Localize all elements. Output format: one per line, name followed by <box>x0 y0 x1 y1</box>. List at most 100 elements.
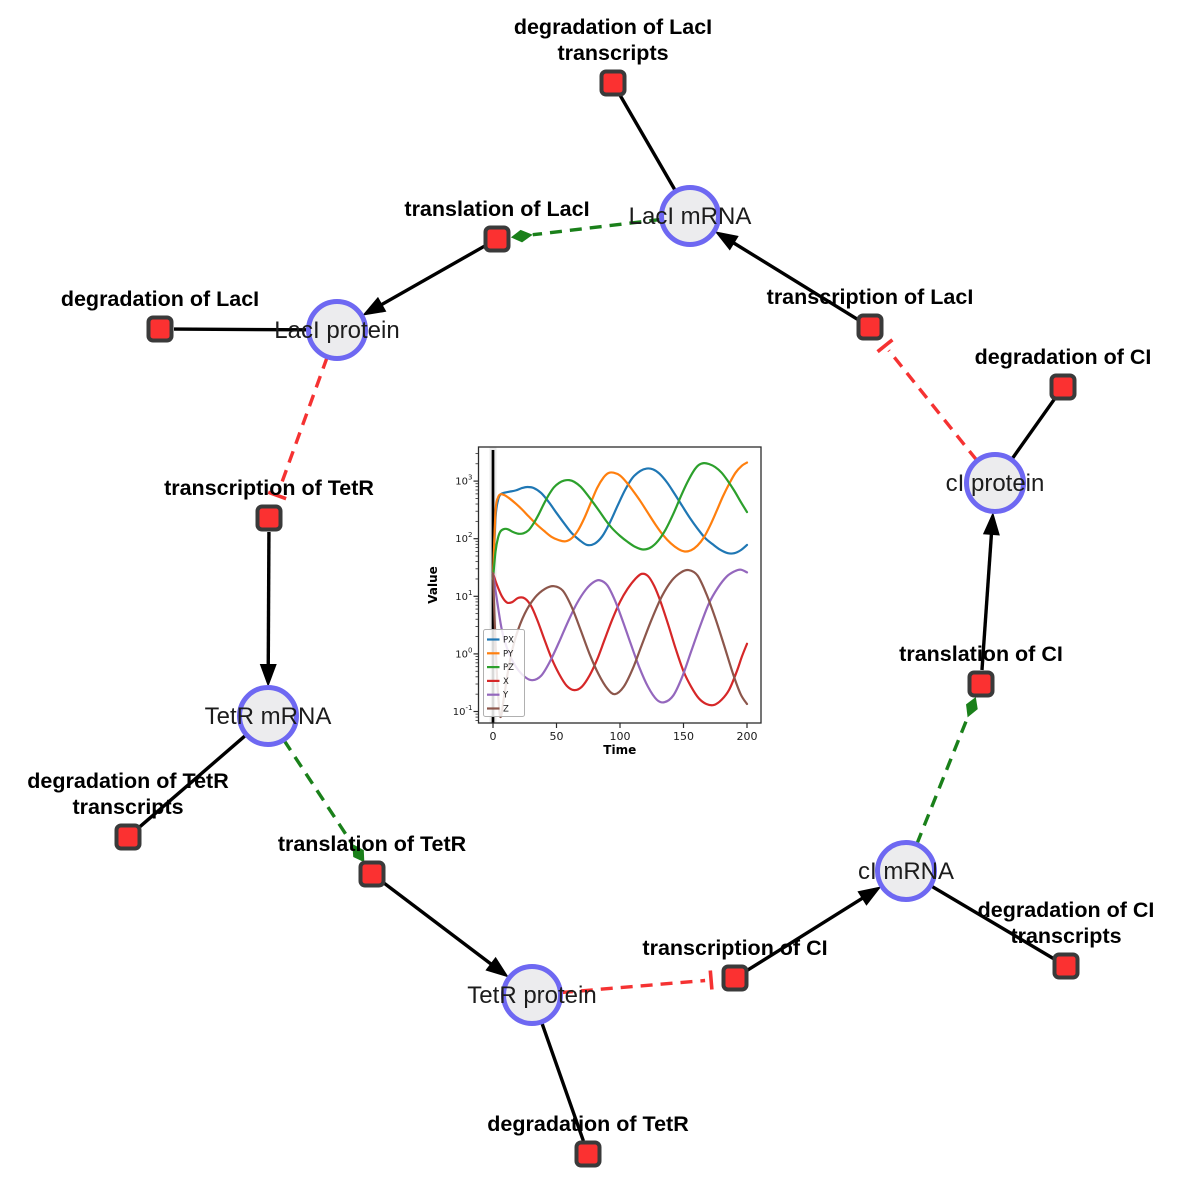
chart-xlabel: Time <box>603 743 636 757</box>
edge-ci-mrna-translation-ci <box>915 696 978 845</box>
production-edge-line <box>980 527 994 671</box>
edge-transcription-ci-ci-mrna <box>745 886 882 973</box>
process-label-transcription-ci: transcription of CI <box>642 936 827 960</box>
inhibition-tee <box>267 490 287 501</box>
legend-entry-label: PZ <box>503 663 514 673</box>
chart-legend-entry-PX: PX <box>487 636 514 646</box>
legend-entry-label: Y <box>502 691 509 701</box>
edge-tetr-protein-deg-tetr <box>540 1021 585 1142</box>
species-node-laci-protein[interactable] <box>306 299 368 361</box>
consumption-edge-line <box>540 1021 585 1142</box>
edge-laci-protein-transcription-tetr <box>267 356 329 501</box>
process-label-deg-ci-transcripts: transcripts <box>1010 924 1121 948</box>
process-label-transcription-laci: transcription of LacI <box>767 285 974 309</box>
process-label-deg-ci: degradation of CI <box>975 345 1152 369</box>
edge-transcription-tetr-tetr-mrna <box>259 531 277 688</box>
chart-figure-background <box>424 434 772 764</box>
inhibition-tee <box>876 338 894 354</box>
legend-entry-label: PX <box>503 636 514 646</box>
process-node-transcription-tetr[interactable] <box>255 504 283 532</box>
y-tick-label: 102 <box>455 531 472 545</box>
process-node-deg-ci[interactable] <box>1049 373 1077 401</box>
arrowhead <box>982 511 1000 536</box>
stimulation-arrowhead <box>352 843 365 863</box>
edge-laci-mrna-deg-laci-transcripts <box>618 94 677 192</box>
process-label-deg-laci-transcripts: transcripts <box>557 41 668 65</box>
y-tick-label: 10-1 <box>453 704 473 718</box>
consumption-edge-line <box>1010 397 1057 461</box>
species-label-laci-protein: LacI protein <box>274 317 399 344</box>
arrowhead <box>714 231 739 251</box>
chart-legend-entry-Z: Z <box>487 705 509 715</box>
consumption-edge-line <box>618 94 677 192</box>
chart-series-PY <box>491 461 749 581</box>
species-node-tetr-mrna[interactable] <box>237 685 299 747</box>
edge-tetr-mrna-deg-tetr-transcripts <box>137 733 248 830</box>
process-label-deg-tetr: degradation of TetR <box>487 1112 689 1136</box>
process-node-deg-tetr[interactable] <box>574 1140 602 1168</box>
chart-legend-entry-Y: Y <box>487 691 509 701</box>
arrowhead <box>857 886 882 906</box>
process-node-translation-laci[interactable] <box>483 225 511 253</box>
process-label-translation-laci: translation of LacI <box>404 197 589 221</box>
inset-chart: 0 50 100 150 20010-1100101102103TimeValuePXP… <box>424 434 772 764</box>
edge-translation-ci-ci-protein <box>980 511 1000 671</box>
chart-legend-entry-PY: PY <box>487 649 514 659</box>
stimulation-edge-line <box>282 739 354 845</box>
species-node-laci-mrna[interactable] <box>659 185 721 247</box>
process-node-deg-ci-transcripts[interactable] <box>1052 952 1080 980</box>
inhibition-edge-line <box>887 349 979 462</box>
process-label-deg-ci-transcripts: degradation of CI <box>978 898 1155 922</box>
node-layer <box>114 69 1080 1168</box>
inhibition-edge-line <box>560 978 706 995</box>
chart-legend-entry-PZ: PZ <box>487 663 514 673</box>
edge-laci-protein-deg-laci <box>173 327 309 332</box>
chart-series-X <box>491 572 749 707</box>
inhibition-edge-line <box>277 356 329 491</box>
process-node-transcription-ci[interactable] <box>721 964 749 992</box>
production-edge-line <box>382 881 498 970</box>
process-label-deg-tetr-transcripts: degradation of TetR <box>27 769 229 793</box>
species-label-ci-protein: cI protein <box>946 470 1045 497</box>
legend-entry-label: PY <box>503 649 514 659</box>
edge-translation-tetr-tetr-protein <box>382 881 509 978</box>
chart-legend-entry-X: X <box>487 677 509 687</box>
species-label-ci-mrna: cI mRNA <box>858 858 954 885</box>
x-tick-label: 0 <box>490 730 497 743</box>
chart-series-Y <box>491 568 749 704</box>
species-node-ci-protein[interactable] <box>964 452 1026 514</box>
process-node-deg-laci[interactable] <box>146 315 174 343</box>
process-node-transcription-laci[interactable] <box>856 313 884 341</box>
edge-ci-protein-transcription-laci <box>876 338 979 462</box>
edge-tetr-mrna-translation-tetr <box>282 739 365 863</box>
process-node-translation-ci[interactable] <box>967 670 995 698</box>
process-node-deg-tetr-transcripts[interactable] <box>114 823 142 851</box>
edge-laci-mrna-translation-laci <box>510 217 662 243</box>
process-node-translation-tetr[interactable] <box>358 860 386 888</box>
chart-legend: PX PY PZ XYZ <box>483 629 525 717</box>
consumption-edge-line <box>173 327 309 332</box>
x-tick-label: 200 <box>737 730 758 743</box>
species-label-tetr-protein: TetR protein <box>467 982 596 1009</box>
edge-translation-laci-laci-protein <box>362 244 486 316</box>
inhibition-tee <box>708 970 714 990</box>
legend-entry-label: Z <box>503 705 509 715</box>
x-tick-label: 50 <box>550 730 564 743</box>
stimulation-edge-line <box>532 217 662 237</box>
consumption-edge-line <box>930 884 1055 961</box>
chart-series-PZ <box>491 462 749 581</box>
process-label-deg-laci: degradation of LacI <box>61 287 259 311</box>
species-node-ci-mrna[interactable] <box>875 840 937 902</box>
chart-series-PX <box>491 467 749 581</box>
production-edge-line <box>266 531 271 672</box>
arrowhead <box>485 956 509 978</box>
y-tick-label: 103 <box>455 474 472 488</box>
process-node-deg-laci-transcripts[interactable] <box>599 69 627 97</box>
process-label-translation-tetr: translation of TetR <box>278 832 467 856</box>
chart-ylabel: Value <box>426 566 440 604</box>
production-edge-line <box>745 893 869 973</box>
edge-ci-mrna-deg-ci-transcripts <box>930 884 1055 961</box>
species-node-tetr-protein[interactable] <box>501 964 563 1026</box>
